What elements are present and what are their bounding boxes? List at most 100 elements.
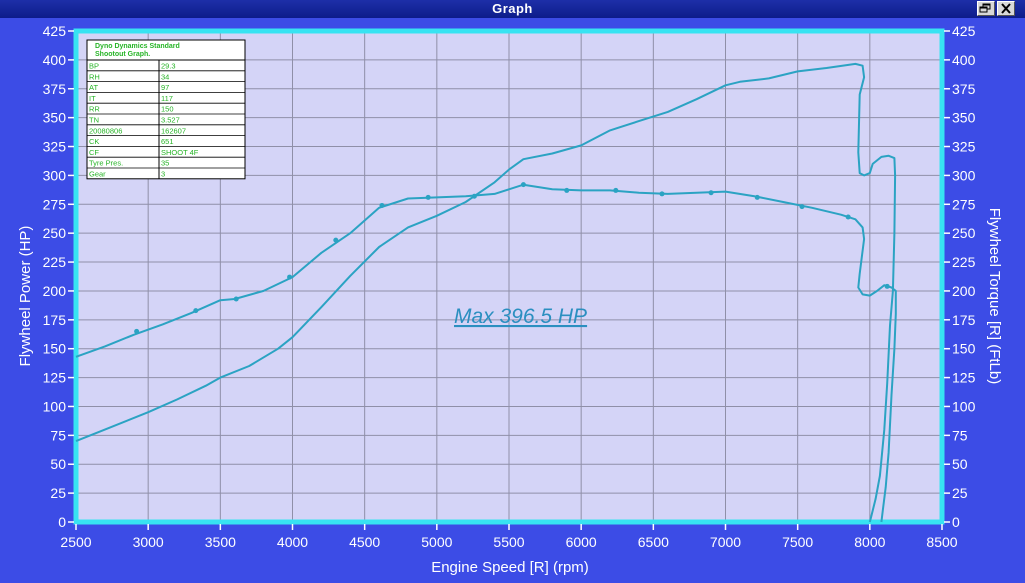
title-bar[interactable]: Graph: [0, 0, 1025, 18]
y2-tick-label: 250: [952, 225, 976, 241]
data-point: [884, 283, 890, 289]
data-point: [425, 194, 431, 200]
info-table-title: Shootout Graph.: [95, 51, 150, 58]
info-table-value: 162607: [161, 126, 186, 135]
y-tick-label: 275: [43, 196, 67, 212]
data-point: [564, 187, 570, 193]
y-tick-label: 200: [43, 283, 67, 299]
y-axis-label: Flywheel Power (HP): [17, 226, 34, 367]
y-tick-label: 175: [43, 312, 67, 328]
info-table-value: 651: [161, 137, 174, 146]
y2-tick-label: 50: [952, 456, 968, 472]
y-tick-label: 75: [50, 427, 66, 443]
info-table-key: IT: [89, 94, 96, 103]
y-tick-label: 325: [43, 139, 67, 155]
y2-tick-label: 300: [952, 167, 976, 183]
dyno-chart: 0255075100125150175200225250275300325350…: [17, 23, 1003, 576]
x-tick-label: 4500: [349, 534, 380, 550]
data-point: [287, 274, 293, 280]
y2-tick-label: 150: [952, 341, 976, 357]
info-table-value: 3: [161, 170, 165, 179]
info-table-value: 97: [161, 83, 169, 92]
y-tick-label: 225: [43, 254, 67, 270]
x-axis-ticks: 2500 3000 3500 4000 4500 5000 5500 6000 6500 7000…: [60, 524, 958, 550]
y-tick-label: 400: [43, 52, 67, 68]
series-line-1: [75, 62, 897, 523]
x-tick-label: 8500: [926, 534, 957, 550]
y2-tick-label: 125: [952, 370, 976, 386]
y2-tick-label: 275: [952, 196, 976, 212]
info-table-key: RR: [89, 105, 100, 114]
y2-tick-label: 425: [952, 23, 976, 39]
data-point: [659, 191, 665, 197]
info-table-key: CK: [89, 137, 99, 146]
y-tick-label: 150: [43, 341, 67, 357]
close-icon: [1001, 3, 1011, 14]
data-point: [379, 202, 385, 208]
data-point: [845, 214, 851, 220]
y2-tick-label: 225: [952, 254, 976, 270]
window-title: Graph: [492, 1, 533, 16]
x-tick-label: 2500: [60, 534, 91, 550]
x-tick-label: 5000: [421, 534, 452, 550]
y2-tick-label: 175: [952, 312, 976, 328]
info-table-value: 34: [161, 72, 169, 81]
x-tick-label: 6000: [566, 534, 597, 550]
x-tick-label: 5500: [493, 534, 524, 550]
x-tick-label: 6500: [638, 534, 669, 550]
y2-tick-label: 0: [952, 514, 960, 530]
x-tick-label: 8000: [854, 534, 885, 550]
info-table-key: BP: [89, 62, 99, 71]
data-point: [471, 193, 477, 199]
y2-tick-label: 25: [952, 485, 968, 501]
data-point: [799, 204, 805, 210]
info-table-value: 3.527: [161, 116, 180, 125]
y2-tick-label: 375: [952, 81, 976, 97]
data-point: [520, 182, 526, 188]
info-table-value: 150: [161, 105, 174, 114]
data-point: [754, 194, 760, 200]
info-table-key: RH: [89, 72, 100, 81]
data-point: [333, 237, 339, 243]
x-tick-label: 4000: [277, 534, 308, 550]
plot-border: [73, 28, 945, 525]
y-tick-label: 25: [50, 485, 66, 501]
info-table-key: AT: [89, 83, 98, 92]
y-tick-label: 0: [58, 514, 66, 530]
info-table-value: 117: [161, 94, 173, 103]
y-tick-label: 375: [43, 81, 67, 97]
y-axis-ticks: 0 25 50 75 100 125 150 175 200 225 250 275 300 325 350…: [43, 23, 74, 530]
data-point: [613, 187, 619, 193]
info-table-key: TN: [89, 116, 99, 125]
close-button[interactable]: [997, 1, 1015, 16]
info-table-key: CF: [89, 148, 99, 157]
y2-tick-label: 400: [952, 52, 976, 68]
restore-icon: [979, 3, 991, 13]
y2-axis-label: Flywheel Torque [R] (FtLb): [986, 208, 1003, 384]
info-table-background: [86, 39, 246, 180]
x-tick-label: 3500: [205, 534, 236, 550]
info-table-value: 35: [161, 159, 169, 168]
y-tick-label: 425: [43, 23, 67, 39]
info-table-value: 29.3: [161, 62, 176, 71]
series-markers: [134, 182, 890, 334]
data-point: [134, 328, 140, 334]
info-table-key: Gear: [89, 170, 106, 179]
y2-tick-label: 100: [952, 398, 976, 414]
y2-tick-label: 200: [952, 283, 976, 299]
x-axis-label: Engine Speed [R] (rpm): [431, 559, 589, 576]
y-tick-label: 50: [50, 456, 66, 472]
y-tick-label: 300: [43, 167, 67, 183]
info-table-value: SHOOT 4F: [161, 148, 199, 157]
y2-tick-label: 350: [952, 110, 976, 126]
data-point: [708, 190, 714, 196]
info-table-key: Tyre Pres.: [89, 159, 123, 168]
y2-tick-label: 325: [952, 139, 976, 155]
x-tick-label: 3000: [133, 534, 164, 550]
x-tick-label: 7000: [710, 534, 741, 550]
y-tick-label: 350: [43, 110, 67, 126]
restore-button[interactable]: [977, 1, 995, 16]
info-table-key: 20080806: [89, 126, 122, 135]
